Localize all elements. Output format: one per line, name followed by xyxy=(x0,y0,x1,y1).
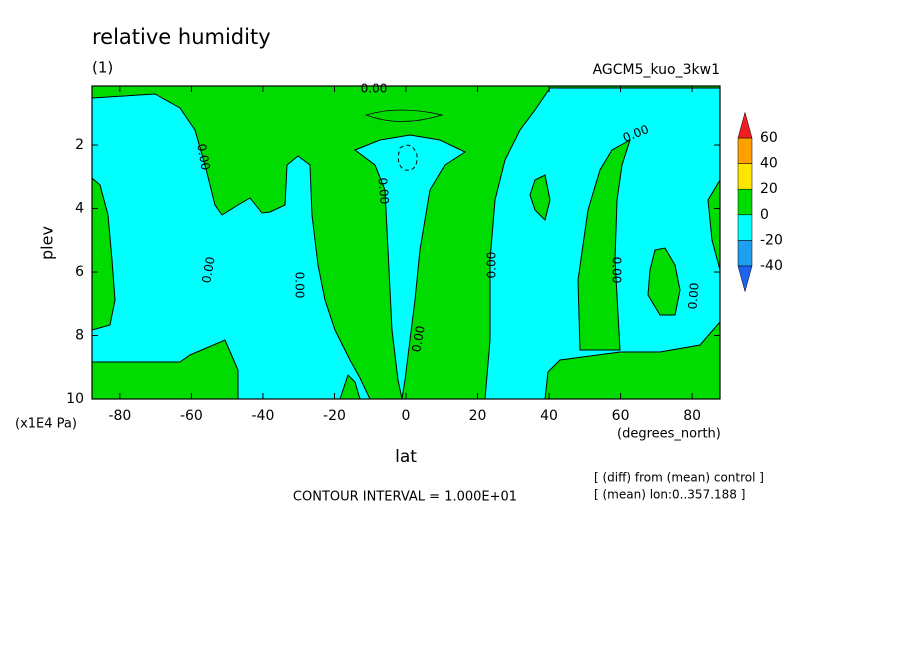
run-name: AGCM5_kuo_3kw1 xyxy=(593,62,720,78)
contour-label: 0.00 xyxy=(610,257,624,284)
contour-label: 0.00 xyxy=(685,282,701,310)
y-tick-label: 4 xyxy=(75,201,84,217)
colorbar-box xyxy=(737,163,753,190)
region xyxy=(647,247,681,316)
colorbar-box xyxy=(737,188,753,216)
y-tick-label: 10 xyxy=(66,391,84,407)
y-unit: (x1E4 Pa) xyxy=(15,417,77,432)
colorbar-low xyxy=(737,265,753,293)
x-unit: (degrees_north) xyxy=(617,427,721,442)
colorbar-label: -40 xyxy=(760,258,783,274)
x-tick-label: -20 xyxy=(323,408,346,424)
colorbar-label: 60 xyxy=(760,130,778,146)
y-tick-label: 2 xyxy=(75,137,84,153)
contour-interval: CONTOUR INTERVAL = 1.000E+01 xyxy=(293,490,517,505)
contour-label: 0.00 xyxy=(409,325,427,354)
contour-label: 0.00 xyxy=(194,143,212,172)
contour-line xyxy=(364,109,444,122)
contour-line xyxy=(397,144,418,171)
colorbar-box xyxy=(737,240,753,267)
region xyxy=(529,174,551,221)
colorbar-box xyxy=(737,137,753,164)
chart-title: relative humidity xyxy=(92,25,271,49)
colorbar-label: 20 xyxy=(760,181,778,197)
colorbar-label: 0 xyxy=(760,207,769,223)
note: [ (diff) from (mean) control ] xyxy=(594,471,764,485)
x-tick-label: 40 xyxy=(540,408,558,424)
colorbar-label: -20 xyxy=(760,232,783,248)
x-tick-label: -40 xyxy=(252,408,275,424)
x-axis-label: lat xyxy=(395,447,417,467)
colorbar-box xyxy=(737,214,753,241)
region xyxy=(577,138,631,351)
contour-label: 0.00 xyxy=(361,82,388,96)
y-tick-label: 6 xyxy=(75,264,84,280)
colorbar-high xyxy=(737,111,753,139)
contour-label: 0.00 xyxy=(293,272,307,299)
colorbar-label: 40 xyxy=(760,156,778,172)
x-tick-label: -80 xyxy=(108,408,131,424)
subtitle: (1) xyxy=(92,59,113,77)
contour-label: 0.00 xyxy=(375,177,391,205)
x-tick-label: 0 xyxy=(402,408,411,424)
contour-field xyxy=(91,86,721,400)
note: [ (mean) lon:0..357.188 ] xyxy=(594,488,745,502)
x-tick-label: 60 xyxy=(612,408,630,424)
y-tick-label: 8 xyxy=(75,328,84,344)
x-tick-label: -60 xyxy=(180,408,203,424)
x-tick-label: 20 xyxy=(469,408,487,424)
region xyxy=(91,93,371,400)
region xyxy=(353,134,467,400)
x-tick-label: 80 xyxy=(683,408,701,424)
contour-label: 0.00 xyxy=(199,256,217,285)
contour-label: 0.00 xyxy=(485,252,499,279)
y-axis-label: plev xyxy=(38,226,57,260)
